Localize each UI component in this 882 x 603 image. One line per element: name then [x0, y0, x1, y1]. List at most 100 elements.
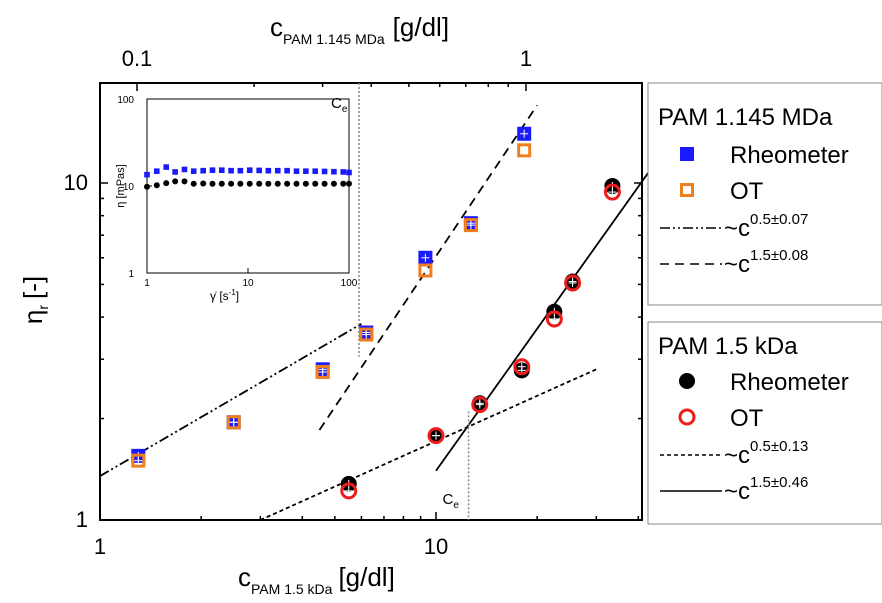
- y-tick-label: 1: [76, 507, 88, 532]
- legend-label: Rheometer: [730, 369, 849, 396]
- inset-point-circle: [181, 178, 188, 185]
- data-point-open-circle: [545, 310, 563, 328]
- data-points: [131, 126, 621, 500]
- inset-point-circle: [228, 180, 235, 187]
- fit-line-dashed: [318, 104, 538, 431]
- legend-fit-label: ~c1.5±0.08: [724, 247, 808, 278]
- inset-plot: 100 10 1 1 10 100 γ̇ [s-1] η [mPas]: [115, 95, 358, 303]
- inset-point-square: [163, 164, 170, 170]
- inset-point-circle: [346, 180, 352, 187]
- inset-point-circle: [218, 180, 225, 187]
- inset-point-circle: [200, 180, 207, 187]
- legend-bottom-title: PAM 1.5 kDa: [658, 333, 798, 360]
- inset-x-tick-label: 1: [144, 278, 150, 289]
- legend-label: OT: [730, 178, 764, 205]
- inset-y-tick-label: 1: [128, 269, 134, 280]
- inset-point-circle: [153, 182, 160, 189]
- x-top-tick-label: 0.1: [122, 46, 153, 71]
- axis-ticks: [99, 83, 642, 521]
- inset-point-circle: [209, 180, 216, 187]
- inset-point-square: [346, 169, 352, 176]
- inset-point-square: [153, 168, 160, 174]
- data-point-open-circle: [471, 396, 489, 414]
- ce-markers: Ce Ce: [331, 83, 470, 520]
- inset-point-square: [284, 167, 290, 174]
- inset-point-square: [340, 169, 347, 175]
- inset-point-circle: [274, 180, 281, 187]
- y-axis-label: ηr[-]: [18, 276, 51, 324]
- inset-points: [144, 164, 352, 190]
- inset-point-circle: [312, 180, 319, 187]
- inset-point-square: [237, 167, 244, 174]
- inset-point-square: [274, 167, 281, 174]
- data-point-open-circle: [427, 427, 445, 445]
- data-point-open-square: [131, 453, 146, 468]
- data-point-open-square: [418, 263, 433, 278]
- inset-point-square: [172, 169, 178, 175]
- legend-top-title: PAM 1.145 MDa: [658, 104, 833, 131]
- legend-fit-label: ~c0.5±0.13: [724, 438, 808, 469]
- fit-line-dotted: [259, 368, 597, 521]
- inset-point-circle: [144, 183, 150, 190]
- inset-point-circle: [163, 180, 170, 187]
- inset-x-tick-label: 100: [341, 278, 358, 289]
- inset-point-square: [246, 167, 253, 173]
- fit-line-solid: [435, 162, 657, 472]
- legend-marker-circle: [679, 373, 695, 389]
- inset-ticks: [146, 98, 350, 274]
- inset-point-circle: [340, 180, 347, 187]
- inset-point-circle: [246, 180, 253, 187]
- data-point-open-circle: [340, 482, 358, 500]
- data-point-open-square: [463, 218, 478, 233]
- inset-point-square: [293, 168, 300, 174]
- data-point-open-square: [517, 143, 532, 158]
- bottom-axis-label: cPAM 1.5 kDa [g/dl]: [238, 562, 395, 597]
- inset-point-circle: [321, 180, 328, 187]
- inset-point-square: [181, 166, 188, 173]
- inset-point-circle: [302, 180, 309, 187]
- legend-fit-label: ~c0.5±0.07: [724, 211, 808, 242]
- x-bottom-tick-label: 10: [424, 534, 448, 559]
- legend-label: Rheometer: [730, 142, 849, 169]
- inset-x-tick-label: 10: [242, 278, 254, 289]
- inset-point-square: [144, 171, 150, 178]
- data-point-open-circle: [564, 274, 582, 292]
- inset-point-square: [200, 167, 206, 174]
- inset-y-axis-label: η [mPas]: [115, 164, 127, 207]
- inset-point-square: [312, 168, 319, 174]
- inset-point-circle: [237, 180, 244, 187]
- data-point-open-circle: [603, 183, 621, 201]
- legend-bottom: PAM 1.5 kDa Rheometer OT ~c0.5±0.13 ~c1.5±0…: [647, 321, 882, 525]
- inset-point-square: [209, 167, 216, 173]
- inset-point-circle: [265, 180, 272, 187]
- inset-point-square: [190, 168, 197, 174]
- inset-point-square: [331, 168, 337, 175]
- inset-x-axis-label: γ̇ [s-1]: [210, 288, 239, 303]
- inset-point-square: [218, 167, 225, 173]
- inset-point-square: [228, 167, 234, 174]
- inset-point-circle: [330, 180, 337, 187]
- inset-y-tick-label: 100: [117, 95, 134, 106]
- data-point-open-square: [359, 327, 374, 342]
- legend-marker-square: [680, 147, 694, 161]
- legend-marker-open-square: [680, 183, 694, 197]
- inset-point-circle: [190, 180, 197, 187]
- x-top-tick-label: 1: [520, 46, 532, 71]
- ce-label-top: Ce: [331, 95, 348, 115]
- legend-fit-label: ~c1.5±0.46: [724, 474, 808, 505]
- data-point-open-square: [315, 364, 330, 379]
- data-point-open-circle: [513, 358, 531, 376]
- inset-y-tick-label: 10: [123, 182, 135, 193]
- legend-marker-open-circle: [678, 408, 696, 426]
- inset-point-square: [321, 168, 328, 175]
- top-axis-label: cPAM 1.145 MDa [g/dl]: [270, 12, 449, 47]
- inset-point-circle: [284, 180, 291, 187]
- inset-point-square: [256, 167, 262, 174]
- legend-top: PAM 1.145 MDa Rheometer OT ~c0.5±0.07 ~c1.5…: [647, 82, 882, 306]
- x-bottom-tick-label: 1: [94, 534, 106, 559]
- plot-frame: [99, 82, 643, 521]
- inset-point-square: [265, 167, 272, 174]
- inset-point-circle: [293, 180, 300, 187]
- inset-point-square: [303, 168, 309, 174]
